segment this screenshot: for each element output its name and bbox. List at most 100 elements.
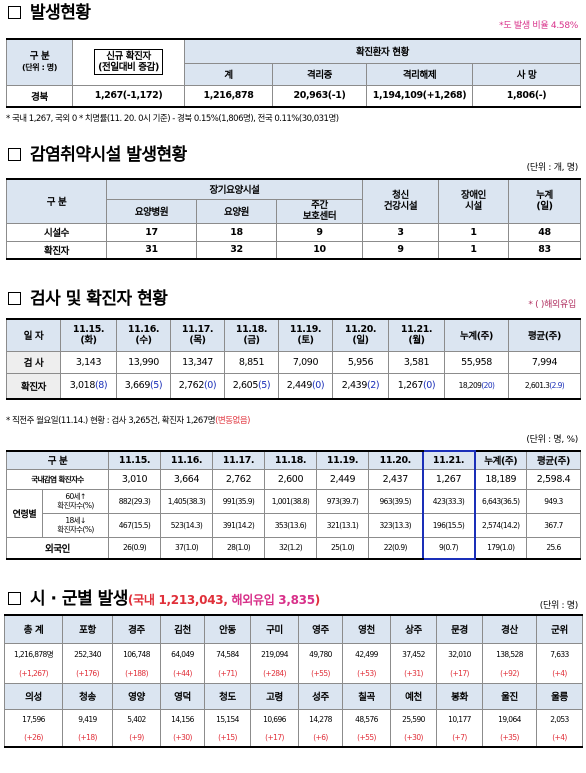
tests-table: 일 자 11.15. (화) 11.16. (수) 11.17. (목) 11.18.…	[6, 318, 581, 400]
cell: 321(13.1)	[316, 512, 369, 538]
age-table: 구 분 11.15. 11.16. 11.17. 11.18. 11.19. 1…	[6, 450, 581, 560]
header-nursing: 요양원	[196, 198, 277, 224]
region-name: 경주	[112, 614, 161, 644]
row-label: 시설수	[6, 222, 107, 242]
cell: 10	[276, 240, 363, 260]
region-total: 219,094	[250, 642, 299, 665]
unit-note: (단위 : 명)	[539, 601, 579, 611]
header-new-cases: 신규 확진자 (전일대비 증감)	[72, 38, 185, 86]
row-label: 국내감염 확진자수	[6, 468, 109, 490]
region-name: 영양	[112, 682, 161, 710]
cell: 973(39.7)	[316, 488, 369, 514]
header-released: 격리해제	[366, 62, 473, 86]
region-new: (+53)	[342, 665, 391, 684]
cell: 2,439(2)	[332, 372, 389, 400]
header-date: 11.16.	[160, 450, 213, 470]
cell: 1,267	[421, 468, 476, 490]
occurrence-table: 구 분 (단위 : 명) 신규 확진자 (전일대비 증감) 확진환자 현황 계 …	[6, 38, 582, 108]
cell: 2,600	[264, 468, 317, 490]
header-date-highlight: 11.21.	[421, 450, 476, 470]
section-title-tests: 검사 및 확진자 현황	[8, 288, 168, 310]
header-date-1: 11.15. (화)	[60, 318, 117, 352]
cell: 55,958	[444, 350, 509, 374]
cell: 17	[106, 222, 197, 242]
cell: 467(15.5)	[108, 512, 161, 538]
cell: 18,189	[474, 468, 527, 490]
region-new: (+284)	[250, 665, 299, 684]
cell: 13,347	[170, 350, 225, 374]
region-total: 2,053	[536, 708, 583, 729]
cell: 6,643(36.5)	[474, 488, 527, 514]
region-name: 칠곡	[342, 682, 391, 710]
unit-note: (단위 : 개, 명)	[526, 163, 579, 173]
cell: 196(15.5)	[421, 512, 476, 538]
region-total: 25,590	[390, 708, 437, 729]
header-date: 11.17.	[212, 450, 265, 470]
header-status: 확진환자 현황	[183, 38, 582, 64]
cell: 323(13.3)	[368, 512, 423, 538]
header-date: 11.18.	[264, 450, 317, 470]
cell: 2,598.4	[526, 468, 581, 490]
ratio-note: *도 발생 비율 4.58%	[499, 21, 578, 31]
header-date: 11.19.	[316, 450, 369, 470]
header-death: 사 망	[471, 62, 582, 86]
cell: 1	[438, 222, 509, 242]
regions-table: 총 계 포항 경주 김천 안동 구미 영주 영천 상주 문경 경산 군위 1,216,878명 252,…	[4, 614, 583, 748]
row-label: 외국인	[6, 536, 109, 560]
section-title-text: 발생현황	[30, 3, 91, 23]
cell-released: 1,194,109(+1,268)	[366, 84, 473, 108]
cell: 963(39.5)	[368, 488, 423, 514]
cell: 2,449	[316, 468, 369, 490]
row-label: 확진자	[6, 372, 61, 400]
row-label: 확진자	[6, 240, 107, 260]
header-date: 11.20.	[368, 450, 423, 470]
region-name: 김천	[160, 614, 205, 644]
header-daycare: 주간 보호센터	[276, 198, 363, 224]
region-name: 영천	[342, 614, 391, 644]
cell: 25(1.0)	[316, 536, 369, 560]
cell: 5,956	[332, 350, 389, 374]
region-total: 1,216,878명	[4, 642, 63, 665]
region-total: 37,452	[390, 642, 437, 665]
region-new: (+71)	[204, 665, 251, 684]
region-new: (+15)	[204, 729, 251, 748]
cell: 949.3	[526, 488, 581, 514]
cell: 48	[508, 222, 581, 242]
cell: 367.7	[526, 512, 581, 538]
region-new: (+176)	[62, 665, 113, 684]
region-new: (+17)	[436, 665, 483, 684]
section-title-facilities: 감염취약시설 발생현황	[8, 144, 187, 166]
table-row: 연령별 60세↑ 확진자수(%) 882(29.3) 1,405(38.3) 99…	[6, 488, 581, 538]
region-name: 청도	[204, 682, 251, 710]
table-row: (+1,267) (+176) (+188) (+44) (+71) (+284) (+55…	[4, 665, 583, 684]
cell: 25.6	[526, 536, 581, 560]
cell: 3,010	[108, 468, 161, 490]
region-total: 74,584	[204, 642, 251, 665]
region-name: 예천	[390, 682, 437, 710]
cell: 22(0.9)	[368, 536, 423, 560]
header-total: 계	[184, 62, 273, 86]
header-avg: 평균(주)	[526, 450, 581, 470]
header-cumulative: 누계 (일)	[508, 178, 581, 224]
region-new: (+92)	[482, 665, 537, 684]
row-label-60: 60세↑ 확진자수(%)	[42, 488, 109, 514]
header-date-5: 11.19. (토)	[278, 318, 333, 352]
cell: 7,994	[508, 350, 581, 374]
cell: 1,001(38.8)	[264, 488, 317, 514]
region-new: (+9)	[112, 729, 161, 748]
cell: 31	[106, 240, 197, 260]
region-new: (+4)	[536, 665, 583, 684]
region-name: 총 계	[4, 614, 63, 644]
cell: 391(14.2)	[212, 512, 265, 538]
cell: 3,018(8)	[60, 372, 117, 400]
header-date-6: 11.20. (일)	[332, 318, 389, 352]
checkbox-square-icon	[8, 292, 21, 305]
region-new: (+44)	[160, 665, 205, 684]
table-row: 확진자 3,018(8) 3,669(5) 2,762(0) 2,605(5) …	[6, 372, 581, 400]
table-row: 경북 1,267(-1,172) 1,216,878 20,963(-1) 1,…	[6, 84, 582, 108]
table-row: 시설수 17 18 9 3 1 48	[6, 222, 581, 242]
cell-new: 1,267(-1,172)	[72, 84, 185, 108]
region-new: (+6)	[298, 729, 343, 748]
cell: 13,990	[116, 350, 171, 374]
header-avg: 평균(주)	[508, 318, 581, 352]
